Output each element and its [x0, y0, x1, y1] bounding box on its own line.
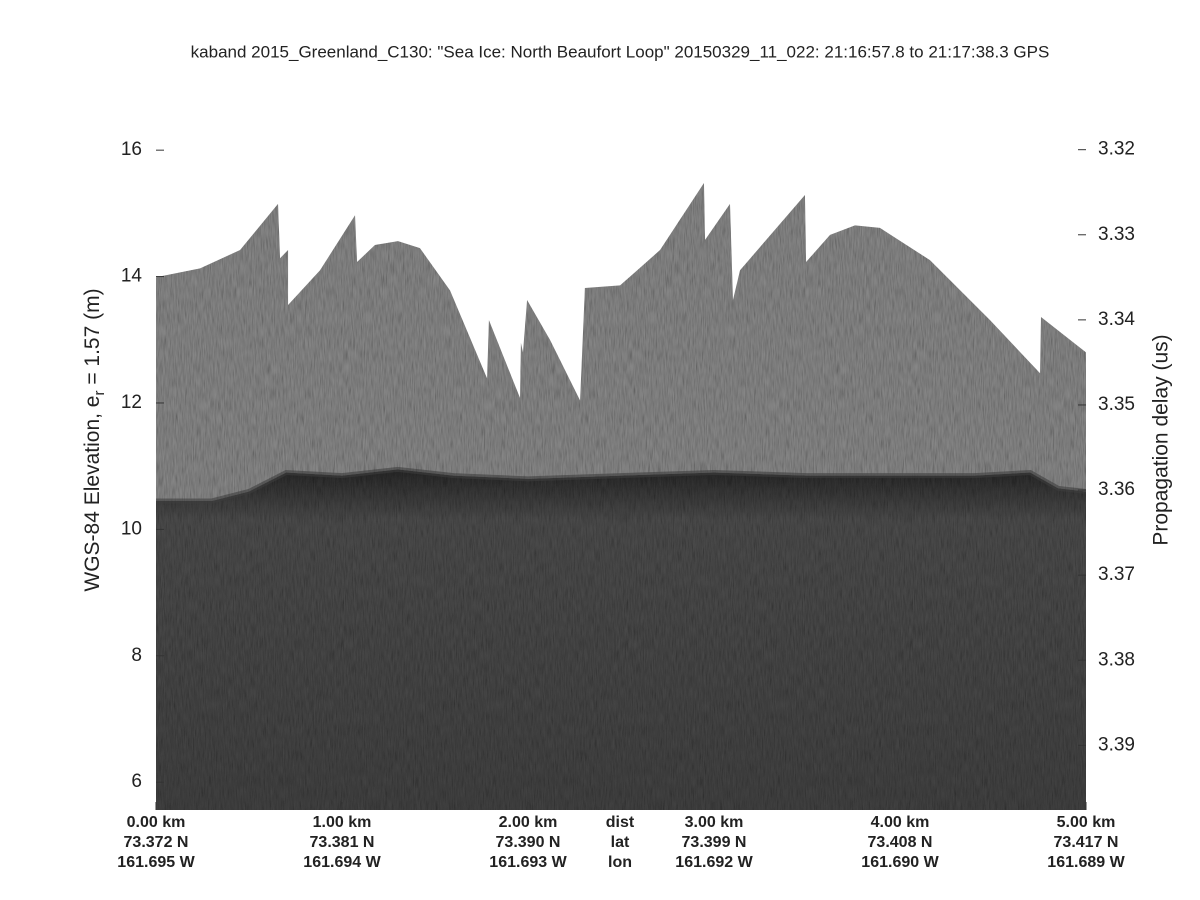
x-tick-label: 5.00 km: [1057, 814, 1116, 831]
x-tick-label: 161.689 W: [1047, 854, 1125, 871]
y2-tick-label: 3.38: [1098, 649, 1135, 670]
y-tick-label: 16: [121, 139, 142, 160]
plot-area: [156, 183, 1086, 810]
x-tick-label: 161.694 W: [303, 854, 381, 871]
y2-tick-label: 3.33: [1098, 224, 1135, 245]
y2-tick-label: 3.35: [1098, 394, 1135, 415]
y2-axis-label: Propagation delay (us): [1150, 334, 1173, 545]
x-tick-label: 73.390 N: [496, 834, 561, 851]
y-tick-label: 10: [121, 518, 142, 539]
y2-tick-label: 3.34: [1098, 309, 1135, 330]
layer-area: [156, 469, 1086, 810]
x-tick-label: 3.00 km: [685, 814, 744, 831]
y-axis-label: WGS-84 Elevation, er = 1.57 (m): [81, 288, 108, 591]
x-tick-label: 73.408 N: [868, 834, 933, 851]
y-tick-label: 6: [131, 771, 142, 792]
x-tick-label: 2.00 km: [499, 814, 558, 831]
x-row-name: lon: [608, 854, 632, 871]
y-tick-label: 12: [121, 392, 142, 413]
x-tick-label: 161.693 W: [489, 854, 567, 871]
x-tick-label: 161.690 W: [861, 854, 939, 871]
x-tick-label: 73.381 N: [310, 834, 375, 851]
y-tick-label: 8: [131, 645, 142, 666]
x-tick-label: 73.417 N: [1054, 834, 1119, 851]
y2-tick-label: 3.32: [1098, 139, 1135, 160]
x-tick-label: 0.00 km: [127, 814, 186, 831]
x-tick-label: 1.00 km: [313, 814, 372, 831]
x-tick-label: 73.372 N: [124, 834, 189, 851]
y-label-subscript: r: [91, 391, 108, 396]
x-tick-label: 73.399 N: [682, 834, 747, 851]
y2-tick-label: 3.39: [1098, 734, 1135, 755]
y2-tick-label: 3.37: [1098, 564, 1135, 585]
y-tick-label: 14: [121, 266, 143, 287]
layer-line: [156, 466, 1086, 504]
y-label-part: = 1.57 (m): [81, 288, 104, 390]
x-row-name: dist: [606, 814, 635, 831]
y-label-part: WGS-84 Elevation, e: [81, 396, 104, 592]
chart-title: kaband 2015_Greenland_C130: "Sea Ice: No…: [191, 42, 1050, 61]
x-row-name: lat: [611, 834, 630, 851]
y2-tick-label: 3.36: [1098, 479, 1135, 500]
x-tick-label: 4.00 km: [871, 814, 930, 831]
x-tick-label: 161.695 W: [117, 854, 195, 871]
x-tick-label: 161.692 W: [675, 854, 753, 871]
